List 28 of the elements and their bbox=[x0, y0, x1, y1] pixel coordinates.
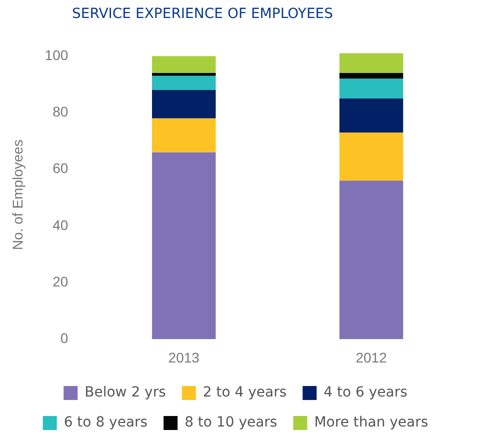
bar bbox=[339, 53, 404, 74]
y-tick-label: 80 bbox=[52, 104, 68, 120]
y-tick-label: 20 bbox=[52, 273, 68, 290]
bar bbox=[339, 73, 404, 79]
bar bbox=[152, 76, 216, 90]
bar bbox=[152, 90, 216, 118]
bar bbox=[339, 98, 404, 133]
bar bbox=[152, 118, 216, 152]
bar bbox=[152, 73, 216, 76]
y-axis-title: No. of Employees bbox=[9, 140, 26, 250]
x-tick-label: 2013 bbox=[168, 349, 200, 366]
legend-label: Below 2 yrs bbox=[84, 384, 166, 401]
y-tick-label: 40 bbox=[52, 216, 68, 233]
legend-label: 8 to 10 years bbox=[184, 414, 278, 431]
bar bbox=[339, 180, 404, 340]
y-tick-label: 60 bbox=[52, 160, 68, 176]
y-tick-label: 100 bbox=[44, 46, 68, 63]
legend-label: More than years bbox=[314, 414, 428, 431]
x-tick-label: 2012 bbox=[356, 349, 388, 366]
bar bbox=[152, 56, 216, 74]
bar bbox=[152, 152, 216, 340]
legend-label: 4 to 6 years bbox=[324, 384, 408, 401]
legend-label: 2 to 4 years bbox=[202, 384, 287, 401]
y-tick-label: 0 bbox=[60, 330, 68, 346]
chart-title: SERVICE EXPERIENCE OF EMPLOYEES bbox=[72, 6, 334, 22]
bar bbox=[339, 132, 404, 181]
legend-label: 6 to 8 years bbox=[64, 414, 148, 431]
bar bbox=[339, 78, 404, 99]
